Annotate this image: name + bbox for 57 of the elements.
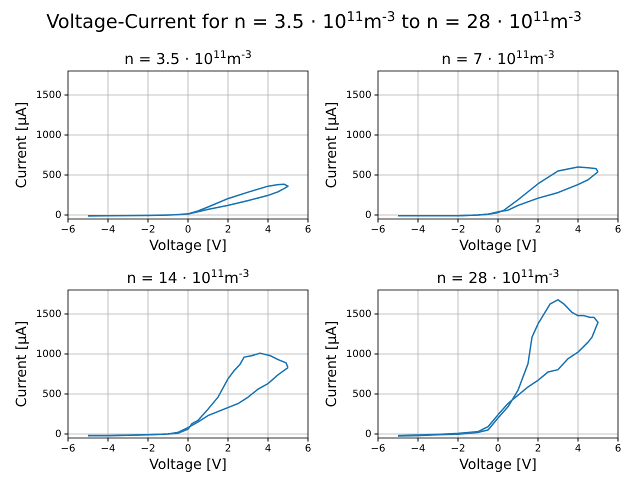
x-tick-label: −6	[60, 224, 76, 236]
x-tick-label: −2	[450, 444, 466, 455]
y-tick-label: 1500	[346, 90, 372, 102]
x-tick-label: 0	[494, 444, 502, 455]
y-tick-label: 1500	[346, 309, 372, 320]
x-tick-label: 2	[224, 444, 232, 455]
y-tick-label: 1000	[346, 130, 372, 142]
x-tick-label: −4	[410, 224, 426, 236]
chart-title: n = 3.5 · 10$^{11}$m$^{-3}$	[124, 49, 252, 68]
chart-title: n = 14 · 10$^{11}$m$^{-3}$	[126, 268, 250, 287]
y-tick-label: 1500	[36, 309, 62, 320]
x-tick-label: 0	[184, 224, 192, 236]
y-tick-label: 1000	[36, 130, 62, 142]
x-tick-label: −2	[140, 224, 156, 236]
y-axis-title: Current [μA]	[324, 102, 340, 188]
x-tick-label: 6	[614, 444, 622, 455]
x-tick-label: 4	[574, 444, 582, 455]
y-tick-label: 1000	[346, 349, 372, 360]
x-tick-label: 2	[534, 224, 542, 236]
x-tick-label: −2	[140, 444, 156, 455]
x-axis-title: Voltage [V]	[459, 238, 537, 254]
x-tick-label: 6	[614, 224, 622, 236]
x-axis-title: Voltage [V]	[149, 457, 227, 473]
x-tick-label: 6	[304, 444, 312, 455]
chart-title: n = 28 · 10$^{11}$m$^{-3}$	[436, 268, 560, 287]
y-axis-title: Current [μA]	[14, 320, 30, 408]
x-axis-title: Voltage [V]	[459, 457, 537, 473]
x-tick-label: −4	[100, 224, 116, 236]
x-tick-label: −4	[410, 444, 426, 455]
text: Voltage-Current for n = 3.5 · 10$^{11}$m$^{-3}$ to n = 28 · 10$^{11}$m$^{-3}$	[46, 10, 582, 33]
x-tick-label: 2	[534, 444, 542, 455]
y-tick-label: 500	[352, 389, 372, 400]
y-tick-label: 0	[365, 210, 372, 222]
x-tick-label: 4	[574, 224, 582, 236]
x-tick-label: 4	[264, 224, 272, 236]
x-tick-label: −2	[450, 224, 466, 236]
x-tick-label: −4	[100, 444, 116, 455]
x-tick-label: −6	[60, 444, 76, 455]
x-tick-label: 6	[304, 224, 312, 236]
x-tick-label: 4	[264, 444, 272, 455]
y-tick-label: 0	[365, 429, 372, 440]
y-tick-label: 500	[42, 389, 62, 400]
y-tick-label: 0	[55, 210, 62, 222]
x-tick-label: 0	[494, 224, 502, 236]
y-tick-label: 500	[42, 170, 62, 182]
x-tick-label: −6	[370, 224, 386, 236]
y-axis-title: Current [μA]	[14, 102, 30, 188]
y-tick-label: 1000	[36, 349, 62, 360]
x-tick-label: 0	[184, 444, 192, 455]
x-axis-title: Voltage [V]	[149, 238, 227, 254]
y-axis-title: Current [μA]	[324, 320, 340, 408]
x-tick-label: −6	[370, 444, 386, 455]
y-tick-label: 0	[55, 429, 62, 440]
y-tick-label: 1500	[36, 90, 62, 102]
y-tick-label: 500	[352, 170, 372, 182]
chart-title: n = 7 · 10$^{11}$m$^{-3}$	[441, 49, 555, 68]
x-tick-label: 2	[224, 224, 232, 236]
